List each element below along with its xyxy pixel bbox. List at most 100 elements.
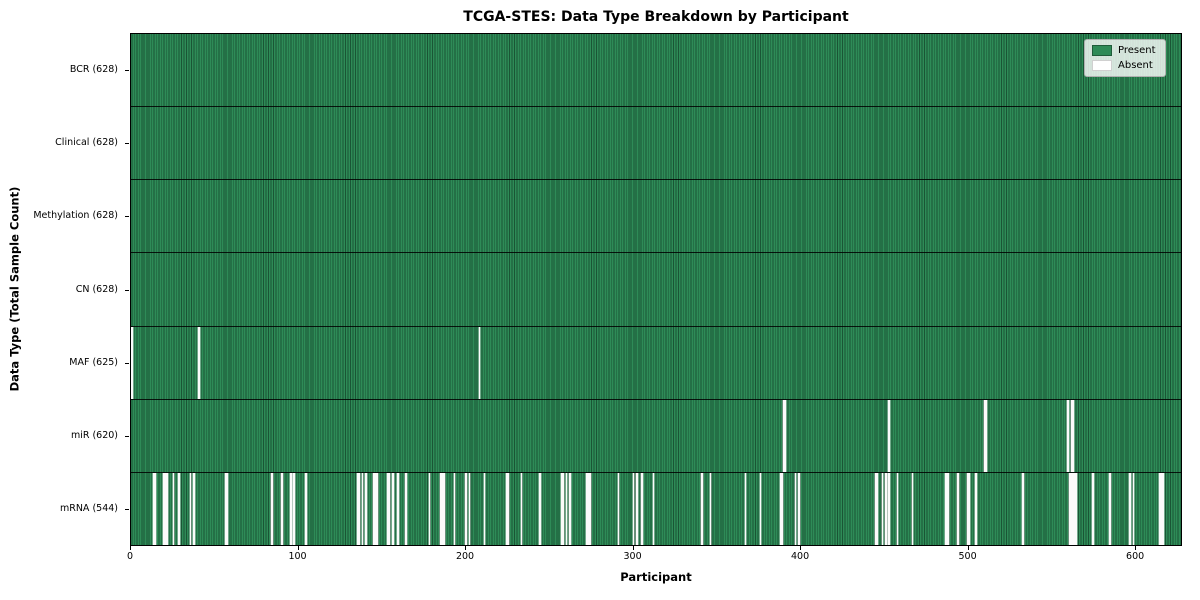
heatmap-row-mRNA (131, 471, 1181, 545)
y-tick-mark (125, 69, 129, 71)
absent-stripe (177, 472, 180, 545)
absent-stripe (356, 472, 361, 545)
absent-stripe (983, 399, 988, 472)
absent-stripe (453, 472, 456, 545)
absent-stripe (483, 472, 486, 545)
absent-stripe (391, 472, 394, 545)
absent-stripe (798, 472, 800, 545)
chart-title: TCGA-STES: Data Type Breakdown by Partic… (463, 9, 849, 25)
absent-stripe (293, 472, 295, 545)
y-tick-label-BCR: BCR (628) (69, 63, 118, 75)
absent-stripe (565, 472, 568, 545)
legend-label: Present (1118, 45, 1156, 56)
y-tick-label-CN: CN (628) (75, 283, 118, 295)
absent-stripe (281, 472, 284, 545)
x-tick-label-200: 200 (455, 551, 475, 562)
y-tick-mark (125, 436, 129, 438)
absent-stripe (197, 326, 200, 399)
y-tick-label-Clinical: Clinical (628) (55, 136, 118, 148)
absent-stripe (131, 326, 133, 399)
absent-stripe (885, 472, 887, 545)
heatmap-row-miR (131, 398, 1181, 472)
absent-stripe (759, 472, 762, 545)
absent-stripe (709, 472, 712, 545)
absent-stripe (440, 472, 446, 545)
absent-stripe (1022, 472, 1024, 545)
absent-stripe (361, 472, 364, 545)
absent-stripe (1129, 472, 1131, 545)
absent-stripe (956, 472, 959, 545)
absent-stripe (617, 472, 620, 545)
x-tick-mark (632, 546, 634, 550)
x-tick-label-500: 500 (958, 551, 977, 562)
x-tick-mark (967, 546, 969, 550)
absent-stripe (1132, 472, 1135, 545)
plot-area (130, 33, 1182, 546)
absent-stripe (189, 472, 192, 545)
x-tick-label-600: 600 (1126, 551, 1145, 562)
absent-stripe (1109, 472, 1111, 545)
heatmap-row-BCR (131, 34, 1181, 107)
absent-stripe (783, 399, 787, 472)
absent-stripe (911, 472, 914, 545)
x-tick-mark (465, 546, 467, 550)
absent-stripe (289, 472, 292, 545)
heatmap-row-CN (131, 252, 1181, 326)
y-tick-label-miR: miR (620) (70, 430, 118, 442)
absent-stripe (396, 472, 399, 545)
absent-stripe (386, 472, 391, 545)
legend-item-present: Present (1092, 45, 1156, 56)
absent-stripe (365, 472, 367, 545)
x-tick-label-400: 400 (790, 551, 810, 562)
absent-swatch-icon (1092, 60, 1112, 71)
absent-stripe (162, 472, 168, 545)
absent-stripe (465, 472, 468, 545)
absent-stripe (224, 472, 228, 545)
present-swatch-icon (1092, 45, 1112, 56)
absent-stripe (1068, 472, 1078, 545)
y-tick-mark (125, 289, 129, 291)
absent-stripe (538, 472, 541, 545)
absent-stripe (520, 472, 523, 545)
absent-stripe (875, 472, 879, 545)
absent-stripe (701, 472, 703, 545)
absent-stripe (635, 472, 638, 545)
absent-stripe (468, 472, 471, 545)
absent-stripe (560, 472, 565, 545)
x-tick-mark (800, 546, 802, 550)
x-tick-label-300: 300 (623, 551, 642, 562)
absent-stripe (569, 472, 571, 545)
absent-stripe (1070, 399, 1074, 472)
absent-stripe (271, 472, 274, 545)
y-tick-mark (125, 509, 129, 511)
heatmap-row-MAF (131, 325, 1181, 399)
absent-stripe (172, 472, 175, 545)
absent-stripe (975, 472, 978, 545)
legend-item-absent: Absent (1092, 60, 1156, 71)
absent-stripe (945, 472, 949, 545)
y-tick-label-Methylation: Methylation (628) (33, 210, 118, 222)
x-tick-mark (1135, 546, 1137, 550)
legend-label: Absent (1118, 60, 1153, 71)
x-tick-label-100: 100 (288, 551, 307, 562)
absent-stripe (478, 326, 481, 399)
x-tick-label-0: 0 (126, 551, 134, 562)
absent-stripe (505, 472, 509, 545)
absent-stripe (779, 472, 784, 545)
x-tick-mark (130, 546, 131, 550)
absent-stripe (896, 472, 899, 545)
absent-stripe (881, 472, 884, 545)
absent-stripe (1092, 472, 1095, 545)
absent-stripe (1159, 472, 1165, 545)
absent-stripe (1067, 399, 1069, 472)
absent-stripe (192, 472, 195, 545)
absent-stripe (428, 472, 431, 545)
absent-stripe (794, 472, 797, 545)
y-tick-mark (125, 362, 129, 364)
absent-stripe (966, 472, 971, 545)
y-tick-label-MAF: MAF (625) (69, 356, 118, 368)
absent-stripe (304, 472, 307, 545)
absent-stripe (585, 472, 591, 545)
x-tick-mark (297, 546, 299, 550)
